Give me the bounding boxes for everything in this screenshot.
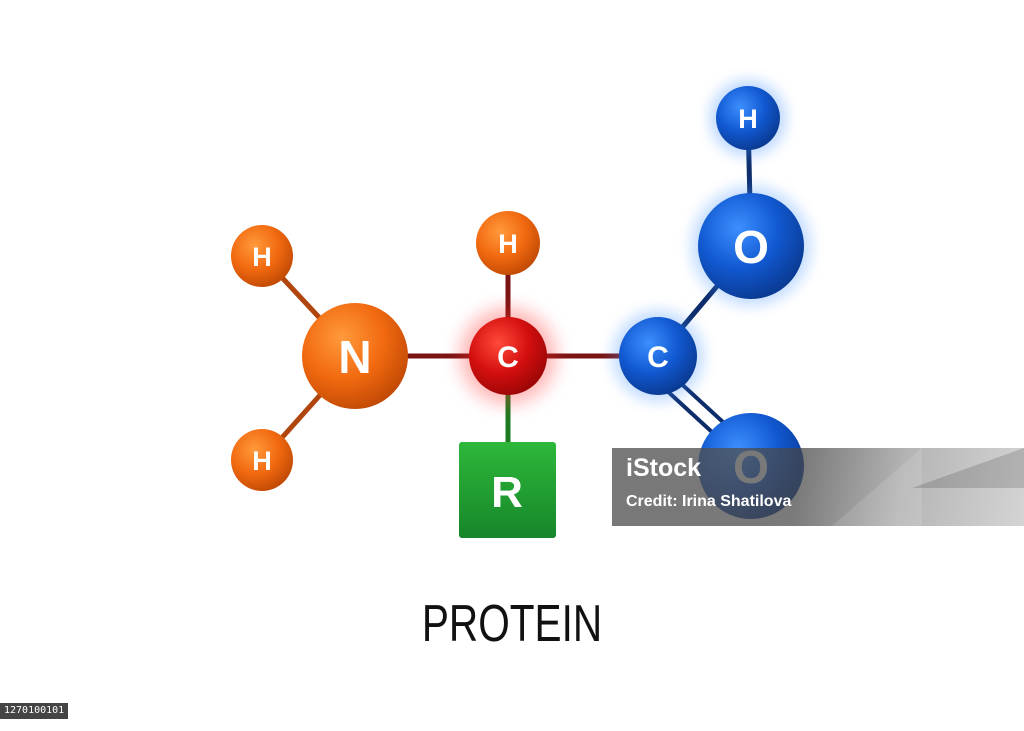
atom-o-hydroxyl: O — [698, 193, 804, 299]
atom-h-nitrogen-top-label: H — [252, 242, 272, 272]
diagram-title: PROTEIN — [421, 595, 603, 653]
watermark-credit: Credit: Irina Shatilova — [626, 493, 792, 510]
atom-h-nitrogen-top: H — [231, 225, 293, 287]
atom-h-hydroxyl: H — [716, 86, 780, 150]
r-group-label: R — [491, 468, 523, 517]
bonds — [260, 117, 754, 490]
r-group: R — [459, 442, 556, 538]
atom-c-alpha-label: C — [497, 341, 519, 374]
atom-c-alpha: C — [469, 317, 547, 395]
atom-nitrogen-label: N — [338, 331, 371, 383]
atom-h-hydroxyl-label: H — [738, 104, 758, 134]
stock-image-id: 1270100101 — [0, 703, 69, 719]
atom-o-hydroxyl-label: O — [733, 221, 769, 273]
atom-h-nitrogen-bottom-label: H — [252, 446, 272, 476]
atom-c-carboxyl: C — [619, 317, 697, 395]
istock-logo: iStock — [626, 454, 702, 482]
atom-h-nitrogen-bottom: H — [231, 429, 293, 491]
atom-h-alpha: H — [476, 211, 540, 275]
atom-nitrogen: N — [302, 303, 408, 409]
atom-c-carboxyl-label: C — [647, 341, 669, 374]
atom-h-alpha-label: H — [498, 229, 518, 259]
watermark-banner: iStock Credit: Irina Shatilova — [612, 448, 1024, 526]
watermark-facet — [912, 448, 1024, 488]
watermark-facet — [832, 448, 922, 526]
